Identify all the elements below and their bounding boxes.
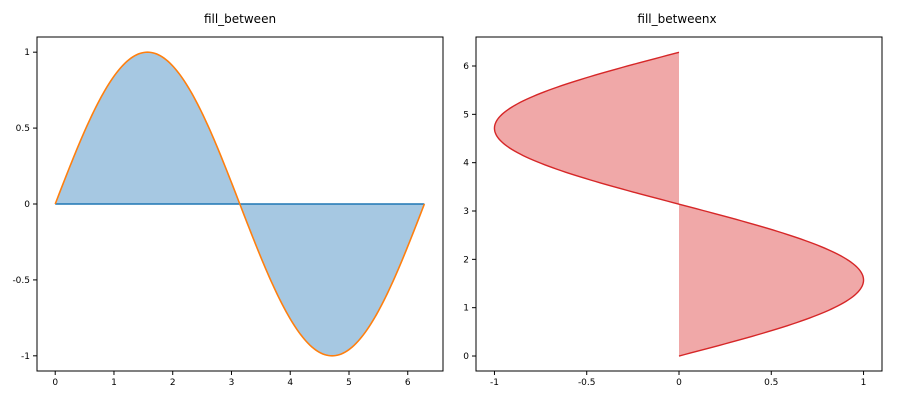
y-tick-label: 1 bbox=[463, 304, 469, 314]
x-tick-label: 1 bbox=[861, 378, 867, 388]
x-tick-label: 3 bbox=[229, 378, 235, 388]
x-tick-label: 0.5 bbox=[764, 378, 778, 388]
x-tick-label: 4 bbox=[287, 378, 293, 388]
sine-curve bbox=[54, 51, 426, 357]
y-tick-label: 0 bbox=[24, 200, 30, 210]
x-tick-label: 5 bbox=[346, 378, 352, 388]
y-axis: 1 0.5 0 -0.5 -1 bbox=[12, 48, 37, 362]
y-tick-label: 1 bbox=[24, 48, 30, 58]
y-tick-label: 6 bbox=[463, 62, 469, 72]
chart-title: fill_betweenx bbox=[637, 12, 716, 26]
sine-curve bbox=[493, 51, 865, 357]
y-axis: 6 5 4 3 2 1 0 bbox=[463, 62, 476, 362]
y-tick-label: 4 bbox=[463, 159, 469, 169]
x-tick-label: -1 bbox=[490, 378, 499, 388]
x-axis: -1 -0.5 0 0.5 1 bbox=[490, 371, 866, 388]
x-tick-label: 0 bbox=[52, 378, 58, 388]
chart-title: fill_between bbox=[204, 12, 276, 26]
x-tick-label: 6 bbox=[405, 378, 411, 388]
y-tick-label: -1 bbox=[21, 352, 30, 362]
x-axis: 0 1 2 3 4 5 6 bbox=[52, 371, 411, 388]
y-tick-label: 3 bbox=[463, 207, 469, 217]
x-tick-label: 0 bbox=[676, 378, 682, 388]
y-tick-label: 0.5 bbox=[16, 124, 30, 134]
chart-fill-betweenx: fill_betweenx -1 -0.5 0 0.5 1 6 5 4 3 2 1 0 bbox=[463, 12, 883, 388]
chart-fill-between: fill_between 0 1 2 3 4 5 6 1 0.5 0 -0.5 -1 bbox=[12, 12, 444, 388]
x-tick-label: 1 bbox=[111, 378, 117, 388]
y-tick-label: 2 bbox=[463, 255, 469, 265]
x-tick-label: -0.5 bbox=[578, 378, 596, 388]
y-tick-label: 5 bbox=[463, 110, 469, 120]
y-tick-label: -0.5 bbox=[12, 276, 30, 286]
y-tick-label: 0 bbox=[463, 352, 469, 362]
x-tick-label: 2 bbox=[170, 378, 176, 388]
